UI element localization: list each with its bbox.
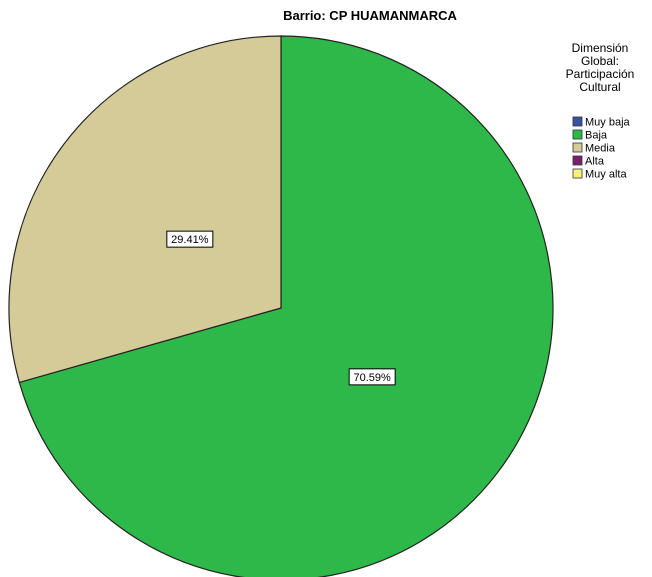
legend-item-media: Media [572, 142, 616, 155]
pie-slice-media [8, 35, 282, 384]
data-label-baja: 70.59% [348, 368, 396, 386]
legend-label: Muy baja [585, 117, 631, 129]
legend-label: Alta [585, 156, 605, 168]
pie-data-labels: 70.59% 29.41% [166, 230, 396, 386]
legend-swatch [572, 142, 583, 153]
legend-swatch [572, 129, 583, 140]
chart-title: Barrio: CP HUAMANMARCA [283, 8, 457, 23]
legend-label: Muy alta [585, 169, 627, 181]
legend-swatch [572, 155, 583, 166]
legend-label: Media [585, 143, 616, 155]
data-label-media: 29.41% [166, 230, 214, 248]
legend-item-muy-alta: Muy alta [572, 168, 627, 181]
legend-label: Baja [585, 130, 608, 142]
pie-slice-baja [18, 35, 554, 577]
legend-item-baja: Baja [572, 129, 608, 142]
legend-title: Dimensión Global: Participación Cultural [566, 41, 635, 94]
svg-text:70.59%: 70.59% [354, 372, 392, 384]
legend: Dimensión Global: Participación Cultural Mu… [566, 41, 635, 181]
legend-item-alta: Alta [572, 155, 605, 168]
svg-text:29.41%: 29.41% [171, 234, 209, 246]
legend-swatch [572, 116, 583, 127]
legend-swatch [572, 168, 583, 179]
legend-item-muy-baja: Muy baja [572, 116, 631, 129]
pie-slices [8, 35, 554, 577]
